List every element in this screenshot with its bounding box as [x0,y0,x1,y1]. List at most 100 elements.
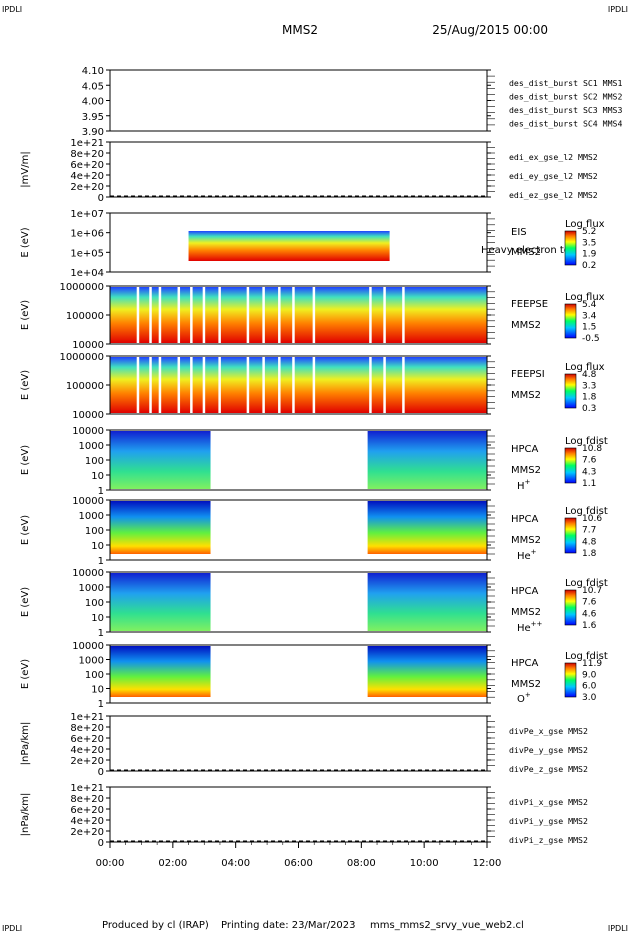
panel-6: 10000 1000 100 10 1 E (eV) HPCA MMS2 H+ Log fdist… [20,426,608,497]
y-tick-label: 10 [91,613,104,624]
colorbar-tick-label: 1.1 [582,479,596,489]
data-gap-stripe [262,357,265,413]
panel-5: 1000000 100000 10000 E (eV) FEEPSI MMS2 Log fl… [20,352,605,421]
y-tick-label: 0 [98,767,104,778]
data-gap-stripe [292,287,295,343]
y-axis-label: |nPa/km| [20,722,31,766]
y-tick-label: 6e+20 [70,160,104,171]
panel-8: 10000 1000 100 10 1 E (eV) HPCA MMS2 He++ Log fdi… [20,568,608,639]
panel-frame [109,715,488,772]
x-tick-label: 06:00 [284,858,313,869]
colorbar-tick-label: 7.6 [582,598,597,608]
panel-stack: 4.10 4.05 4.00 3.95 3.90 des_dist_burst SC1 M… [20,66,622,849]
y-tick-label: 10 [91,471,104,482]
colorbar-tick-label: 1.8 [582,549,597,559]
data-gap-stripe [383,357,386,413]
spectrogram-block [367,431,487,489]
spectrogram-block [367,646,487,697]
y-tick-label: 1000 [79,583,104,594]
corner-label-top-left: IPDLI [2,5,22,14]
colorbar-tick-label: -0.5 [582,334,600,344]
legend-entry: des_dist_burst SC4 MMS4 [509,119,622,129]
footer-printing-date: Printing date: 23/Mar/2023 [221,920,356,931]
mission-title: MMS2 [282,23,318,37]
y-tick-label: 10000 [72,340,104,351]
data-gap-stripe [190,287,193,343]
spectrogram-block [110,357,487,413]
datetime-label: 25/Aug/2015 00:00 [432,23,548,37]
data-gap-stripe [177,287,181,343]
y-tick-label: 1e+21 [70,783,104,794]
species-label: O+ [517,691,531,705]
y-axis-label: |nPa/km| [20,793,31,837]
y-axis-label: |mV/m| [20,151,31,187]
data-gap-stripe [202,357,206,413]
y-tick-label: 100 [85,456,104,467]
x-tick-label: 02:00 [158,858,187,869]
data-gap-stripe [402,287,405,343]
panel-frame [109,69,488,132]
colorbar [564,447,577,484]
data-gap-stripe [278,357,281,413]
spacecraft-label: MMS2 [511,390,541,401]
species-label: He+ [517,548,537,562]
y-tick-label: 10000 [72,641,104,652]
colorbar-tick-label: 1.8 [582,393,597,403]
colorbar-tick-label: 3.0 [582,693,597,703]
data-gap-stripe [136,357,140,413]
spacecraft-label: MMS2 [511,320,541,331]
legend-entry: edi_ex_gse_l2 MMS2 [509,152,598,162]
colorbar-tick-label: 4.8 [582,537,597,547]
colorbar-tick-label: 4.8 [582,370,597,380]
y-tick-label: 8e+20 [70,794,104,805]
colorbar [564,373,577,409]
colorbar-tick-label: 4.6 [582,609,597,619]
x-tick-label: 12:00 [473,858,502,869]
colorbar-title: Log flux [565,292,605,303]
y-tick-label: 2e+20 [70,756,104,767]
spacecraft-label: MMS2 [511,607,541,618]
colorbar-title: Log fdist [565,578,608,589]
colorbar-tick-label: 7.7 [582,526,596,536]
colorbar [564,230,577,266]
colorbar [564,662,577,698]
y-tick-label: 3.90 [82,127,104,138]
y-tick-label: 4.10 [82,66,104,77]
colorbar-tick-label: 7.6 [582,456,597,466]
y-tick-label: 1e+21 [70,712,104,723]
spacecraft-label: MMS2 [511,465,541,476]
y-tick-label: 100 [85,526,104,537]
y-tick-label: 1 [98,486,104,497]
colorbar [564,589,577,626]
colorbar-tick-label: 0.2 [582,261,596,271]
footer-produced: Produced by cl (IRAP) [102,920,209,931]
colorbar-tick-label: 3.3 [582,381,596,391]
y-tick-label: 4.05 [82,81,104,92]
y-tick-label: 4e+20 [70,745,104,756]
species-label: H+ [517,478,531,492]
data-gap-stripe [369,357,372,413]
data-gap-stripe [278,287,281,343]
colorbar-tick-label: 3.4 [582,311,597,321]
time-axis: 00:00 02:00 04:00 06:00 08:00 10:00 12:00 [96,842,502,869]
y-tick-label: 0 [98,193,104,204]
spacecraft-label: MMS2 [511,247,541,258]
corner-label-bottom-left: IPDLI [2,924,22,933]
data-gap-stripe [312,357,316,413]
instrument-label: FEEPSE [511,299,548,310]
data-gap-stripe [292,357,295,413]
y-axis-label: E (eV) [20,587,31,617]
y-axis-label: E (eV) [20,300,31,330]
colorbar-title: Log fdist [565,436,608,447]
y-axis-label: E (eV) [20,370,31,400]
spectrogram-block [110,287,487,343]
x-tick-label: 04:00 [221,858,250,869]
y-tick-label: 2e+20 [70,827,104,838]
panel-frame [109,786,488,843]
y-axis-label: E (eV) [20,445,31,475]
y-tick-label: 10 [91,541,104,552]
x-tick-label: 10:00 [410,858,439,869]
colorbar-tick-label: 11.9 [582,659,602,669]
